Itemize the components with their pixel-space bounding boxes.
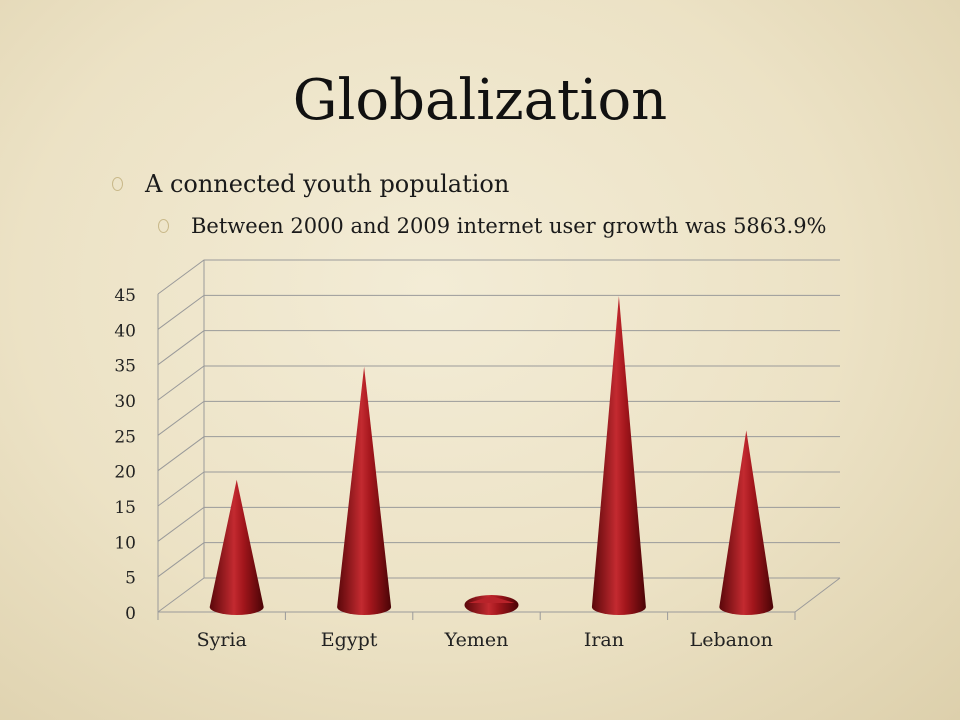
bullet-text: A connected youth population (145, 170, 510, 198)
cone-bar (719, 430, 774, 615)
y-tick-label: 10 (114, 533, 136, 553)
cone-bar (337, 366, 392, 615)
slide-title: Globalization (292, 68, 668, 133)
gridline (157, 259, 840, 295)
y-tick-label: 20 (114, 463, 136, 483)
x-category-label: Iran (584, 629, 624, 651)
y-tick-label: 15 (114, 498, 136, 518)
gridline (157, 400, 840, 436)
cone-bar (209, 479, 264, 615)
gridline (157, 436, 840, 472)
cone-body (337, 366, 392, 615)
cone-tip (468, 596, 515, 603)
cone-body (464, 595, 519, 615)
x-category-label: Yemen (444, 629, 509, 651)
cone-body (719, 430, 774, 615)
cone-bar (464, 595, 519, 615)
y-tick-label: 5 (125, 569, 136, 589)
y-tick-label: 30 (114, 392, 136, 412)
bullet-circle-icon (112, 177, 123, 191)
bullet-level-2: Between 2000 and 2009 internet user grow… (158, 214, 827, 238)
y-tick-label: 0 (125, 604, 136, 624)
y-tick-label: 35 (114, 357, 136, 377)
cone-body (591, 296, 646, 615)
gridline (157, 294, 840, 330)
x-category-label: Syria (197, 629, 247, 651)
gridline (157, 365, 840, 401)
floor-right-edge (794, 577, 841, 613)
y-tick-label: 25 (114, 427, 136, 447)
bullet-level-1: A connected youth population (112, 170, 509, 198)
y-tick-label: 45 (114, 286, 136, 306)
bullet-text: Between 2000 and 2009 internet user grow… (191, 214, 827, 238)
x-category-label: Lebanon (690, 629, 773, 651)
gridline (157, 330, 840, 366)
cone-body (209, 479, 264, 615)
x-category-label: Egypt (321, 629, 378, 651)
bullet-circle-icon (158, 219, 169, 233)
y-tick-label: 40 (114, 321, 136, 341)
cone-bar (591, 296, 646, 615)
